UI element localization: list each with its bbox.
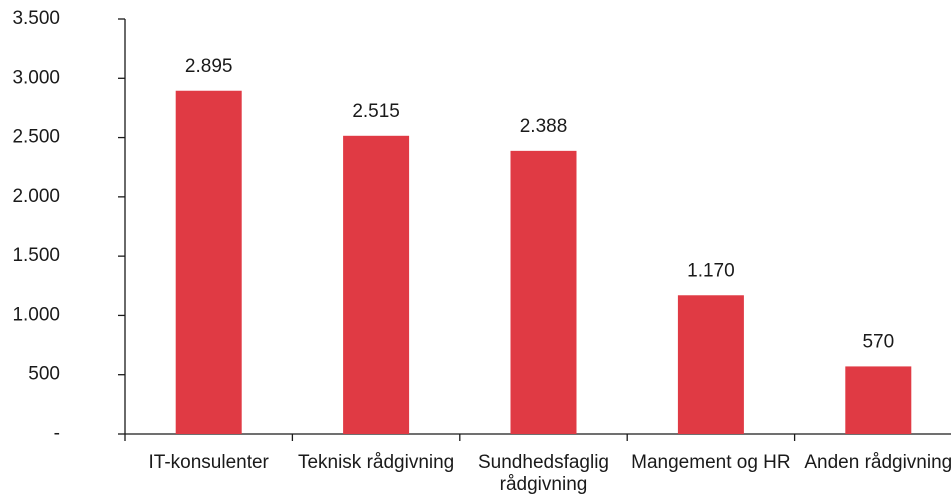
x-tick-label: Sundhedsfaglig rådgivning bbox=[478, 452, 609, 495]
bar bbox=[175, 90, 242, 434]
y-tick-label: 1.000 bbox=[12, 304, 60, 325]
x-tick-label: Mangement og HR bbox=[631, 452, 791, 473]
bar bbox=[677, 295, 744, 434]
data-label: 2.895 bbox=[185, 56, 233, 77]
y-tick-label: - bbox=[54, 423, 60, 444]
x-tick-label: IT-konsulenter bbox=[148, 452, 269, 473]
y-tick-label: 500 bbox=[28, 364, 60, 385]
x-tick-label: Anden rådgivning bbox=[804, 452, 951, 473]
x-tick-label: Teknisk rådgivning bbox=[297, 452, 455, 473]
data-label: 1.170 bbox=[687, 260, 735, 281]
y-tick-label: 2.000 bbox=[12, 186, 60, 207]
data-label: 2.388 bbox=[520, 116, 568, 137]
y-tick-label: 3.000 bbox=[12, 67, 60, 88]
bar bbox=[343, 135, 410, 435]
y-tick-label: 1.500 bbox=[12, 245, 60, 266]
data-label: 2.515 bbox=[352, 101, 400, 122]
bar bbox=[845, 366, 912, 434]
y-tick-label: 2.500 bbox=[12, 127, 60, 148]
data-label: 570 bbox=[862, 331, 894, 352]
bar bbox=[510, 150, 577, 434]
y-tick-label: 3.500 bbox=[12, 8, 60, 29]
